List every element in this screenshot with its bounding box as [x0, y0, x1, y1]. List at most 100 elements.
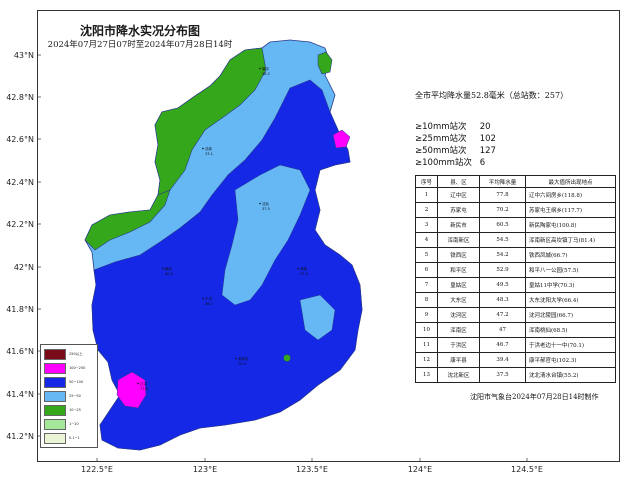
lat-label-42-6: 42.6°N — [6, 135, 34, 144]
station-value: 77.8 — [140, 387, 148, 391]
cell-district: 于洪区 — [437, 337, 480, 353]
cell-district: 新民市 — [437, 217, 480, 233]
region-10-25-north — [154, 47, 267, 196]
table-row: 6 和平区 52.9 和平八一公园(57.5) — [415, 262, 616, 278]
cell-max-location: 浑南新区高坎镇丁马(81.4) — [525, 232, 616, 248]
cell-average: 54.5 — [479, 232, 526, 248]
cell-district: 沈河区 — [437, 307, 480, 323]
lat-label-42: 42°N — [13, 263, 34, 272]
legend-label: 25~50 — [69, 394, 81, 398]
cell-district: 康平县 — [437, 352, 480, 368]
map-title: 沈阳市降水实况分布图 — [79, 24, 200, 38]
region-1-10-spot — [283, 354, 291, 362]
cell-max-location: 康平郝官屯(102.3) — [525, 352, 616, 368]
table-row: 11 于洪区 46.7 于洪老边十一中(70.1) — [415, 337, 616, 353]
cell-average: 37.5 — [479, 367, 526, 383]
cell-index: 6 — [415, 262, 438, 278]
cell-max-location: 辽中六间房乡(118.8) — [525, 187, 616, 203]
credit-text: 沈阳市气象台2024年07月28日14时制作 — [470, 393, 599, 401]
cell-average: 77.8 — [479, 187, 526, 203]
station-value: 70.2 — [238, 362, 246, 366]
station-dot — [162, 267, 164, 270]
count-value: 102 — [479, 134, 496, 144]
lon-label-122-5: 122.5°E — [81, 465, 113, 474]
cell-index: 3 — [415, 217, 438, 233]
table-row: 12 康平县 39.4 康平郝官屯(102.3) — [415, 352, 616, 368]
legend-item: 0.1~1 — [44, 433, 96, 445]
header-average: 平均降水量 — [479, 175, 526, 188]
table-row: 5 铁西区 54.2 铁西凤城(66.7) — [415, 247, 616, 263]
table-body: 1 辽中区 77.8 辽中六间房乡(118.8) 2 苏家屯 70.2 苏家屯王纲乡(117.… — [415, 187, 616, 383]
station-value: 60.5 — [165, 272, 173, 276]
station-dot — [235, 357, 237, 360]
legend-label: 1~10 — [69, 422, 79, 426]
header-district: 县、区 — [437, 175, 480, 188]
cell-index: 11 — [415, 337, 438, 353]
station-dot — [137, 382, 139, 385]
cell-district: 沈北新区 — [437, 367, 480, 383]
lon-label-123: 123°E — [192, 465, 218, 474]
count-row: ≥10mm站次 20 — [415, 120, 535, 132]
cell-average: 52.9 — [479, 262, 526, 278]
count-label: ≥100mm站次 — [415, 158, 472, 168]
region-100-250-east — [332, 129, 351, 149]
legend-swatch — [44, 363, 66, 374]
cell-index: 8 — [415, 292, 438, 308]
district-stats-table: 序号 县、区 平均降水量 最大值所出现地点 1 辽中区 77.8 辽中六间房乡(118… — [415, 175, 616, 383]
station-dot — [202, 297, 204, 300]
station-value: 46.7 — [205, 302, 213, 306]
legend-swatch — [44, 377, 66, 388]
cell-index: 5 — [415, 247, 438, 263]
lat-label-41-6: 41.6°N — [6, 347, 34, 356]
region-25-50-east — [299, 294, 336, 341]
lat-label-42-4: 42.4°N — [6, 178, 34, 187]
table-row: 7 皇姑区 49.5 皇姑11中学(70.3) — [415, 277, 616, 293]
station-dot — [202, 147, 204, 150]
cell-max-location: 铁西凤城(66.7) — [525, 247, 616, 263]
station-dot — [297, 267, 299, 270]
cell-index: 4 — [415, 232, 438, 248]
lat-label-41-2: 41.2°N — [6, 432, 34, 441]
count-label: ≥50mm站次 — [415, 146, 467, 156]
table-row: 10 浑南区 47 浑南桃仙(68.5) — [415, 322, 616, 338]
header-index: 序号 — [415, 175, 438, 188]
summary-text: 全市平均降水量52.8毫米（总站数：257） — [415, 91, 569, 100]
cell-max-location: 大东沈阳大学(66.4) — [525, 292, 616, 308]
cell-index: 2 — [415, 202, 438, 218]
cell-max-location: 皇姑11中学(70.3) — [525, 277, 616, 293]
station-name: 沈北 — [262, 201, 270, 206]
cell-index: 7 — [415, 277, 438, 293]
station-name: 苏家屯 — [238, 356, 249, 361]
cell-district: 大东区 — [437, 292, 480, 308]
station-name: 辽中 — [140, 381, 147, 386]
cell-district: 和平区 — [437, 262, 480, 278]
cell-max-location: 苏家屯王纲乡(117.7) — [525, 202, 616, 218]
legend-item: 50~100 — [44, 377, 96, 389]
table-row: 4 浑南新区 54.5 浑南新区高坎镇丁马(81.4) — [415, 232, 616, 248]
station-name: 于洪 — [205, 296, 212, 301]
legend-label: 10~25 — [69, 408, 81, 412]
cell-index: 1 — [415, 187, 438, 203]
cell-average: 70.2 — [479, 202, 526, 218]
legend-label: 50~100 — [69, 380, 84, 384]
station-name: 康平 — [262, 66, 270, 71]
region-25-50-inner — [221, 164, 311, 306]
legend-swatch — [44, 433, 66, 444]
cell-max-location: 新民陶家屯(100.8) — [525, 217, 616, 233]
legend-item: 10~25 — [44, 405, 96, 417]
station-value: 47.0 — [300, 272, 308, 276]
legend-swatch — [44, 349, 66, 360]
cell-average: 39.4 — [479, 352, 526, 368]
cell-max-location: 于洪老边十一中(70.1) — [525, 337, 616, 353]
table-row: 9 沈河区 47.2 沈河北陵园(66.7) — [415, 307, 616, 323]
count-label: ≥25mm站次 — [415, 134, 467, 144]
lon-label-123-5: 123.5°E — [296, 465, 328, 474]
lon-ticks — [96, 458, 528, 462]
lat-label-42-8: 42.8°N — [6, 93, 34, 102]
legend-item: 100~250 — [44, 363, 96, 375]
cell-max-location: 和平八一公园(57.5) — [525, 262, 616, 278]
cell-max-location: 沈河北陵园(66.7) — [525, 307, 616, 323]
table-row: 3 新民市 60.5 新民陶家屯(100.8) — [415, 217, 616, 233]
cell-district: 皇姑区 — [437, 277, 480, 293]
count-row: ≥25mm站次 102 — [415, 132, 535, 144]
